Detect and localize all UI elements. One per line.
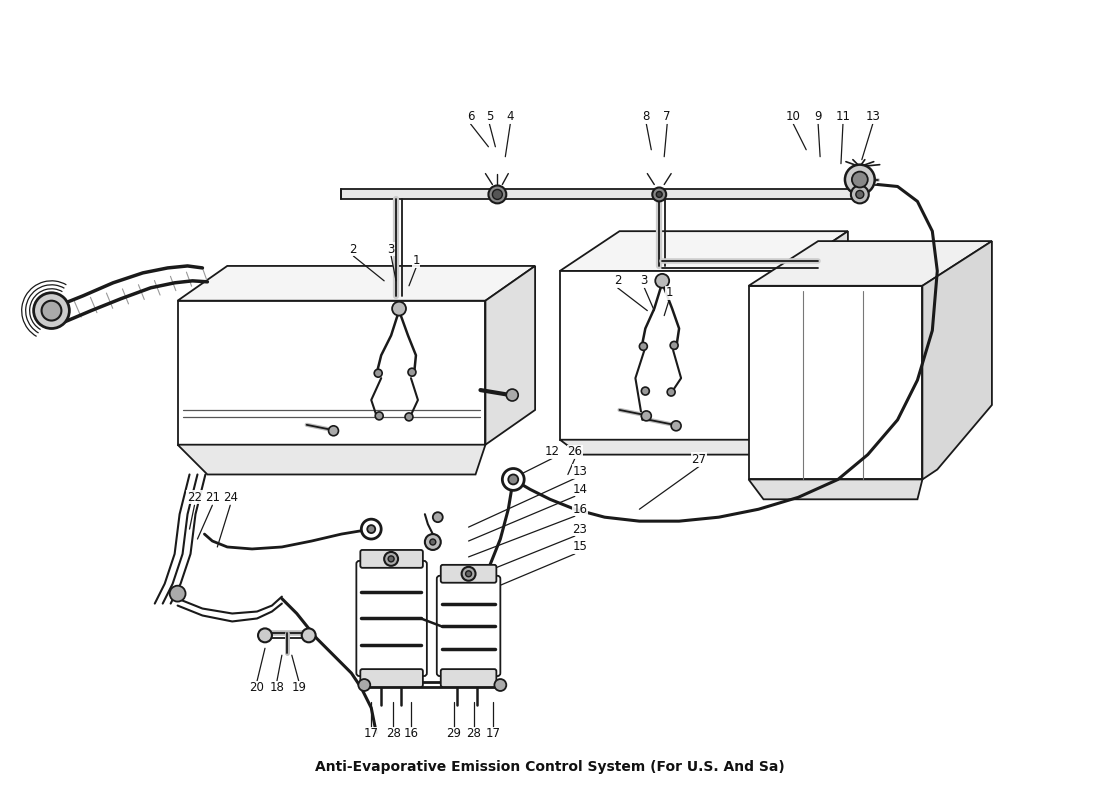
Text: 9: 9 — [814, 110, 822, 123]
Polygon shape — [749, 479, 923, 499]
Circle shape — [374, 370, 382, 377]
Text: 16: 16 — [404, 727, 418, 740]
Circle shape — [652, 187, 667, 202]
Text: 1: 1 — [412, 254, 420, 267]
Text: 4: 4 — [506, 110, 514, 123]
Circle shape — [668, 388, 675, 396]
Circle shape — [432, 512, 442, 522]
Text: 3: 3 — [387, 242, 395, 255]
Text: 2: 2 — [350, 242, 358, 255]
Text: 13: 13 — [866, 110, 880, 123]
Polygon shape — [341, 190, 862, 199]
Text: 8: 8 — [642, 110, 650, 123]
Text: 5: 5 — [486, 110, 493, 123]
Circle shape — [851, 186, 869, 203]
Polygon shape — [177, 266, 535, 301]
Circle shape — [301, 629, 316, 642]
Text: 18: 18 — [270, 682, 284, 694]
Circle shape — [329, 426, 339, 436]
Text: 27: 27 — [692, 453, 706, 466]
Text: 26: 26 — [568, 445, 582, 458]
Circle shape — [641, 411, 651, 421]
Circle shape — [405, 413, 412, 421]
Circle shape — [639, 342, 647, 350]
Text: 10: 10 — [785, 110, 801, 123]
FancyBboxPatch shape — [361, 669, 422, 687]
Text: 16: 16 — [572, 502, 587, 516]
Circle shape — [359, 679, 371, 691]
Text: 20: 20 — [250, 682, 264, 694]
Circle shape — [465, 571, 472, 577]
Text: 15: 15 — [572, 541, 587, 554]
FancyBboxPatch shape — [441, 669, 496, 687]
Text: 28: 28 — [386, 727, 400, 740]
Polygon shape — [485, 266, 535, 445]
Text: 7: 7 — [663, 110, 671, 123]
Circle shape — [408, 368, 416, 376]
Circle shape — [430, 539, 436, 545]
Circle shape — [488, 186, 506, 203]
Circle shape — [367, 525, 375, 533]
Circle shape — [856, 190, 864, 198]
Circle shape — [375, 412, 383, 420]
Text: 21: 21 — [205, 491, 220, 504]
Circle shape — [493, 190, 503, 199]
Polygon shape — [749, 286, 923, 479]
Text: 17: 17 — [486, 727, 500, 740]
Polygon shape — [560, 440, 789, 454]
Text: 13: 13 — [572, 465, 587, 478]
Text: 12: 12 — [544, 445, 560, 458]
FancyBboxPatch shape — [437, 576, 501, 676]
Circle shape — [361, 519, 382, 539]
Text: 19: 19 — [292, 682, 306, 694]
Circle shape — [851, 171, 868, 187]
Text: 14: 14 — [572, 483, 587, 496]
Polygon shape — [560, 231, 848, 271]
Circle shape — [503, 469, 525, 490]
Circle shape — [845, 165, 875, 194]
Circle shape — [42, 301, 62, 321]
Text: 17: 17 — [364, 727, 378, 740]
Text: 29: 29 — [447, 727, 461, 740]
Circle shape — [169, 586, 186, 602]
Polygon shape — [177, 445, 485, 474]
Circle shape — [425, 534, 441, 550]
Circle shape — [508, 474, 518, 485]
Circle shape — [462, 567, 475, 581]
Circle shape — [34, 293, 69, 329]
Circle shape — [656, 274, 669, 288]
Polygon shape — [789, 231, 848, 450]
Text: 22: 22 — [187, 491, 202, 504]
Text: 11: 11 — [836, 110, 850, 123]
Text: 2: 2 — [614, 274, 622, 287]
Text: 23: 23 — [572, 522, 587, 535]
Circle shape — [258, 629, 272, 642]
Text: Anti-Evaporative Emission Control System (For U.S. And Sa): Anti-Evaporative Emission Control System… — [315, 761, 785, 774]
Text: 1: 1 — [666, 286, 673, 299]
Text: 3: 3 — [640, 274, 648, 287]
Text: 24: 24 — [222, 491, 238, 504]
Circle shape — [506, 389, 518, 401]
Polygon shape — [177, 301, 485, 445]
Polygon shape — [923, 241, 992, 479]
Text: 6: 6 — [466, 110, 474, 123]
Circle shape — [384, 552, 398, 566]
FancyBboxPatch shape — [356, 561, 427, 676]
Polygon shape — [749, 241, 992, 286]
Circle shape — [494, 679, 506, 691]
Circle shape — [392, 302, 406, 315]
Circle shape — [388, 556, 394, 562]
Circle shape — [671, 421, 681, 430]
Circle shape — [657, 191, 662, 198]
FancyBboxPatch shape — [361, 550, 422, 568]
Polygon shape — [560, 271, 789, 440]
Circle shape — [641, 387, 649, 395]
Circle shape — [670, 342, 678, 350]
FancyBboxPatch shape — [441, 565, 496, 582]
Text: 28: 28 — [466, 727, 481, 740]
